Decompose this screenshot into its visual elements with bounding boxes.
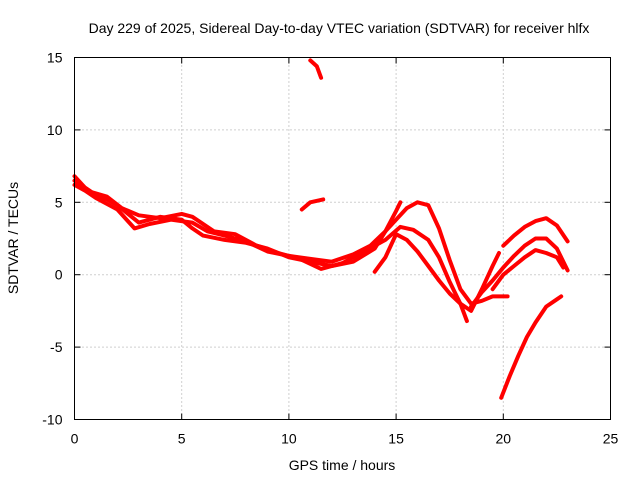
x-tick-label: 20 <box>496 431 512 447</box>
x-tick-label: 10 <box>281 431 297 447</box>
series-line-track-2 <box>72 182 510 306</box>
series-line-track-7 <box>469 236 570 309</box>
series-line-track-10 <box>499 294 564 400</box>
series-line-track-8 <box>490 248 566 292</box>
series-line-track-9 <box>501 216 570 248</box>
series-line-track-1 <box>72 174 403 268</box>
y-tick-label: 10 <box>47 122 63 138</box>
x-tick-labels: 0 5 10 15 20 25 <box>71 431 619 447</box>
series-line-track-3 <box>72 178 469 323</box>
x-axis-title: GPS time / hours <box>289 457 396 473</box>
y-tick-label: 0 <box>55 267 63 283</box>
y-tick-label: 15 <box>47 50 63 66</box>
grid-layer <box>74 57 611 420</box>
series-line-track-5 <box>308 58 324 80</box>
trace-layer <box>72 58 570 400</box>
x-tick-label: 5 <box>178 431 186 447</box>
plot-frame <box>74 57 611 420</box>
y-tick-label: -5 <box>50 339 63 355</box>
x-tick-label: 15 <box>388 431 404 447</box>
y-tick-label: 5 <box>55 194 63 210</box>
tick-layer <box>74 57 611 420</box>
y-axis-title: SDTVAR / TECUs <box>5 182 21 294</box>
x-tick-label: 25 <box>603 431 619 447</box>
series-line-track-6 <box>299 197 326 212</box>
chart-title: Day 229 of 2025, Sidereal Day-to-day VTE… <box>89 20 590 36</box>
x-tick-label: 0 <box>71 431 79 447</box>
y-tick-label: -10 <box>42 412 62 428</box>
y-tick-labels: -10 -5 0 5 10 15 <box>42 50 62 428</box>
